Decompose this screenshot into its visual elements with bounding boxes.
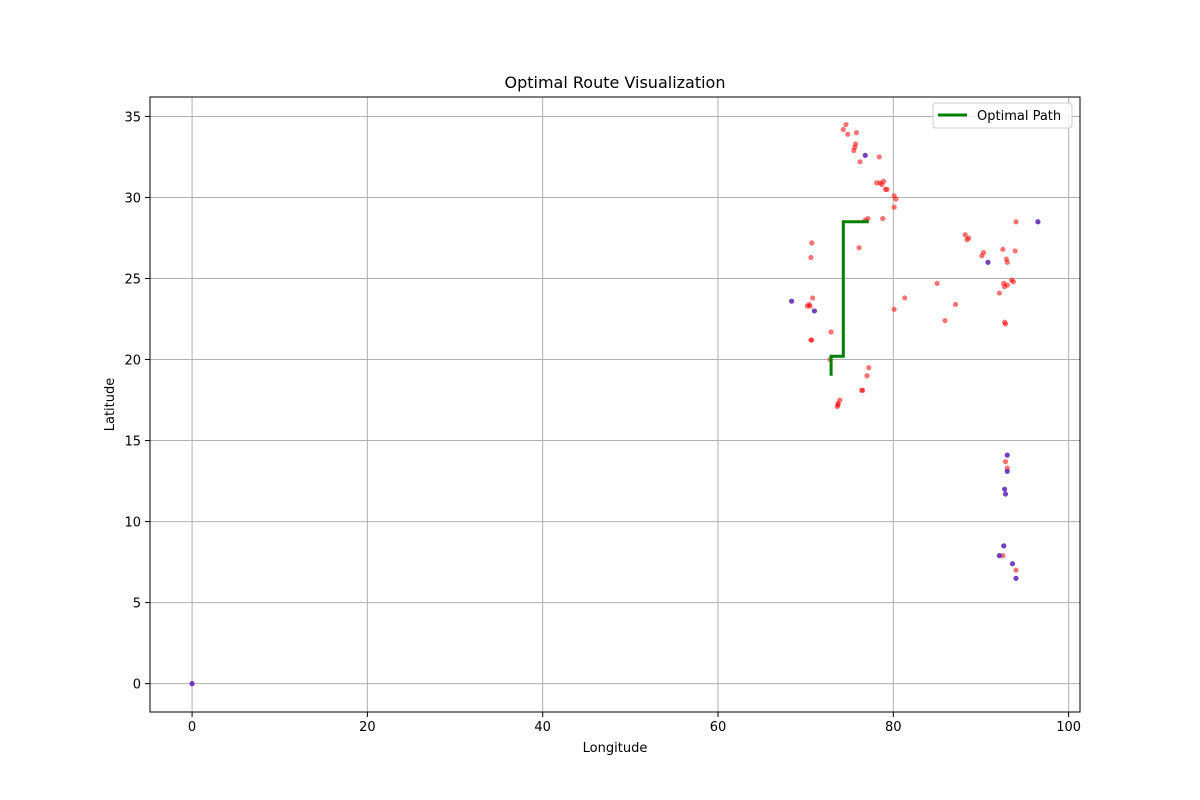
scatter-point — [891, 306, 897, 312]
scatter-point — [808, 254, 814, 261]
scatter-point — [189, 681, 195, 687]
scatter-point — [866, 365, 872, 371]
scatter-point — [864, 373, 870, 379]
scatter-point — [789, 298, 795, 304]
optimal-path-line — [829, 220, 869, 376]
scatter-point — [843, 121, 849, 128]
scatter-point — [845, 131, 851, 137]
grid — [150, 97, 1080, 712]
scatter-point — [1004, 282, 1010, 288]
y-tick-label: 5 — [133, 597, 141, 612]
scatter-point — [1004, 468, 1010, 474]
scatter-point — [1013, 219, 1019, 225]
scatter-point — [1013, 575, 1019, 581]
x-tick-label: 20 — [359, 720, 376, 735]
scatter-point — [1010, 279, 1016, 285]
x-axis-label: Longitude — [583, 741, 648, 756]
y-tick-label: 25 — [124, 273, 141, 288]
y-tick-label: 15 — [124, 435, 141, 450]
scatter-point — [952, 301, 959, 308]
plot-data — [189, 121, 1041, 687]
ticks: 0 20 40 60 80 100 0 5 10 15 20 25 30 35 — [124, 110, 1081, 735]
scatter-point — [1000, 246, 1006, 252]
scatter-point — [1012, 248, 1018, 254]
scatter-point — [893, 196, 899, 202]
scatter-point — [884, 186, 890, 192]
scatter-point — [880, 215, 886, 222]
scatter-point — [809, 337, 815, 343]
scatter-point — [1001, 543, 1007, 549]
scatter-point — [856, 245, 862, 251]
scatter-point — [985, 259, 991, 265]
scatter-point — [851, 147, 857, 154]
scatter-point — [1002, 459, 1009, 465]
x-tick-label: 0 — [188, 720, 196, 735]
scatter-point — [809, 240, 815, 246]
scatter-point — [810, 295, 816, 301]
scatter-point — [979, 253, 985, 259]
scatter-point — [862, 152, 868, 158]
scatter-point — [891, 204, 897, 210]
scatter-point — [996, 290, 1002, 296]
scatter-point — [1004, 452, 1010, 458]
y-tick-label: 35 — [124, 110, 141, 125]
y-tick-label: 10 — [124, 516, 141, 531]
scatter-point — [934, 280, 940, 286]
scatter-point — [876, 154, 882, 160]
scatter-point — [966, 235, 972, 241]
scatter-point — [1002, 321, 1009, 327]
scatter-point — [853, 130, 860, 136]
scatter-point — [840, 126, 846, 133]
scatter-point — [835, 402, 841, 408]
y-tick-label: 30 — [124, 191, 141, 206]
scatter-point — [806, 301, 812, 308]
x-tick-label: 80 — [885, 720, 902, 735]
legend-box — [932, 102, 1073, 129]
scatter-point — [1002, 491, 1009, 497]
scatter-point — [828, 329, 834, 335]
scatter-point — [811, 308, 818, 314]
scatter-point — [857, 159, 863, 165]
scatter-point — [1035, 219, 1041, 225]
scatter-point — [902, 295, 908, 301]
scatter-point — [1002, 486, 1008, 492]
y-axis-label: Latitude — [103, 378, 118, 432]
scatter-point — [879, 181, 885, 188]
scatter-point — [865, 215, 871, 222]
plot-frame — [149, 96, 1081, 713]
y-tick-label: 20 — [124, 354, 141, 369]
scatter-point — [1013, 567, 1019, 573]
scatter-point — [860, 387, 866, 393]
legend-label: Optimal Path — [977, 109, 1061, 124]
chart-title: Optimal Route Visualization — [505, 73, 726, 92]
x-tick-label: 40 — [534, 720, 551, 735]
scatter-point — [1004, 259, 1010, 265]
scatter-point — [996, 553, 1002, 559]
x-tick-label: 60 — [710, 720, 727, 735]
x-tick-label: 100 — [1056, 720, 1081, 735]
y-tick-label: 0 — [133, 678, 141, 693]
legend: Optimal Path — [932, 102, 1073, 129]
scatter-point — [942, 318, 948, 324]
scatter-point — [1009, 561, 1016, 567]
scatter-point — [962, 232, 968, 238]
